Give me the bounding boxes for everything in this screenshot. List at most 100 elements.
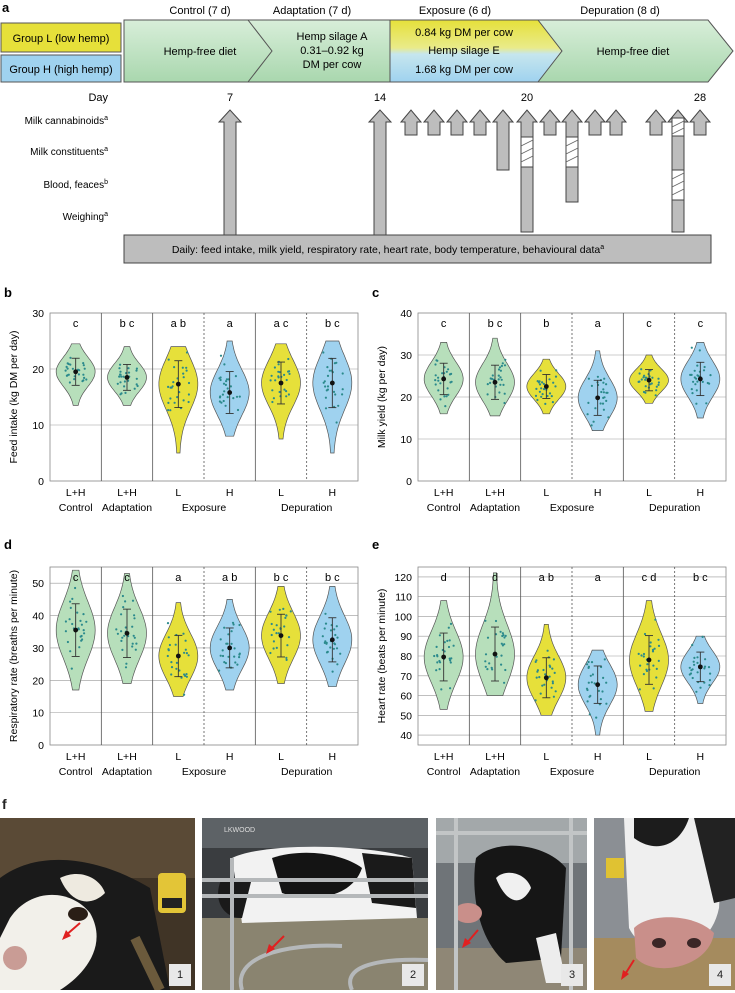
data-point: [323, 627, 326, 630]
data-point: [486, 383, 489, 386]
data-point: [224, 383, 227, 386]
mean-marker: [441, 654, 447, 660]
photo-cow-muzzle: 4: [594, 818, 735, 990]
category-label: L+H: [434, 487, 454, 499]
data-point: [333, 628, 336, 631]
data-point: [709, 672, 712, 675]
data-point: [119, 381, 122, 384]
data-point: [218, 396, 222, 399]
data-point: [503, 392, 506, 395]
data-point: [535, 387, 538, 390]
group-label: Adaptation: [470, 766, 520, 778]
data-point: [269, 610, 272, 613]
data-point: [85, 620, 88, 623]
data-point: [538, 676, 541, 679]
group-label: Adaptation: [102, 766, 152, 778]
data-point: [500, 663, 503, 666]
data-point: [592, 420, 595, 423]
data-point: [654, 618, 657, 621]
data-point: [449, 687, 452, 690]
mean-marker: [227, 645, 233, 651]
data-point: [271, 389, 274, 392]
data-point: [587, 377, 590, 380]
y-tick-label: 30: [400, 350, 412, 362]
data-point: [120, 639, 123, 642]
y-tick-label: 40: [400, 308, 412, 320]
y-tick-label: 0: [38, 740, 44, 752]
data-point: [270, 622, 273, 626]
panel-label-a: a: [2, 0, 10, 15]
photo-number-4: 4: [709, 964, 731, 986]
data-point: [587, 660, 590, 664]
data-point: [325, 651, 329, 654]
data-point: [538, 390, 541, 393]
data-point: [223, 390, 226, 393]
group-label: Exposure: [550, 766, 595, 778]
data-point: [435, 645, 438, 648]
data-point: [586, 700, 589, 703]
data-point: [703, 665, 707, 668]
data-point: [497, 378, 500, 381]
data-point: [642, 655, 645, 658]
data-point: [555, 369, 558, 372]
data-point: [638, 688, 641, 691]
data-point: [590, 384, 593, 387]
data-point: [600, 665, 603, 669]
data-point: [540, 395, 543, 398]
data-point: [273, 366, 276, 369]
data-point: [66, 367, 69, 370]
data-point: [642, 673, 645, 676]
data-point: [184, 639, 187, 642]
data-point: [82, 373, 85, 376]
significance-letter: c d: [642, 572, 657, 584]
photo-number-2: 2: [402, 964, 424, 986]
data-point: [283, 625, 286, 628]
data-point: [438, 659, 441, 663]
data-point: [187, 381, 191, 385]
data-point: [175, 667, 178, 670]
data-point: [548, 392, 552, 395]
data-point: [596, 375, 599, 378]
data-point: [690, 346, 693, 349]
data-point: [637, 652, 640, 655]
category-label: L: [646, 751, 652, 763]
data-point: [489, 381, 492, 384]
data-point: [124, 666, 128, 669]
data-point: [285, 378, 288, 382]
row-label-constituents: Milk constituentsa: [30, 146, 108, 158]
data-point: [536, 670, 539, 673]
data-point: [499, 369, 502, 372]
data-point: [225, 378, 228, 381]
data-point: [173, 366, 176, 369]
mean-marker: [441, 376, 447, 382]
data-point: [601, 690, 604, 693]
data-point: [693, 663, 696, 666]
significance-letter: b c: [325, 318, 340, 330]
data-point: [224, 404, 227, 407]
data-point: [498, 391, 501, 394]
data-point: [185, 366, 188, 369]
data-point: [503, 636, 506, 639]
data-point: [638, 372, 641, 375]
data-point: [323, 380, 326, 383]
data-point: [185, 673, 188, 676]
exposure-bottom: 1.68 kg DM per cow: [415, 64, 513, 76]
data-point: [691, 676, 694, 680]
significance-letter: a: [595, 318, 602, 330]
y-tick-label: 120: [394, 572, 412, 584]
data-point: [175, 661, 178, 664]
data-point: [132, 634, 135, 637]
significance-letter: a b: [222, 572, 237, 584]
group-label: Adaptation: [470, 502, 520, 514]
row-label-cannabinoids: Milk cannabinoidsa: [25, 115, 109, 127]
category-label: H: [697, 751, 705, 763]
data-point: [502, 383, 505, 386]
data-point: [552, 658, 555, 661]
data-point: [182, 632, 185, 635]
data-point: [135, 377, 138, 380]
data-point: [484, 665, 487, 668]
data-point: [120, 613, 123, 616]
data-point: [172, 381, 175, 384]
mean-marker: [543, 675, 549, 681]
data-point: [332, 390, 336, 393]
